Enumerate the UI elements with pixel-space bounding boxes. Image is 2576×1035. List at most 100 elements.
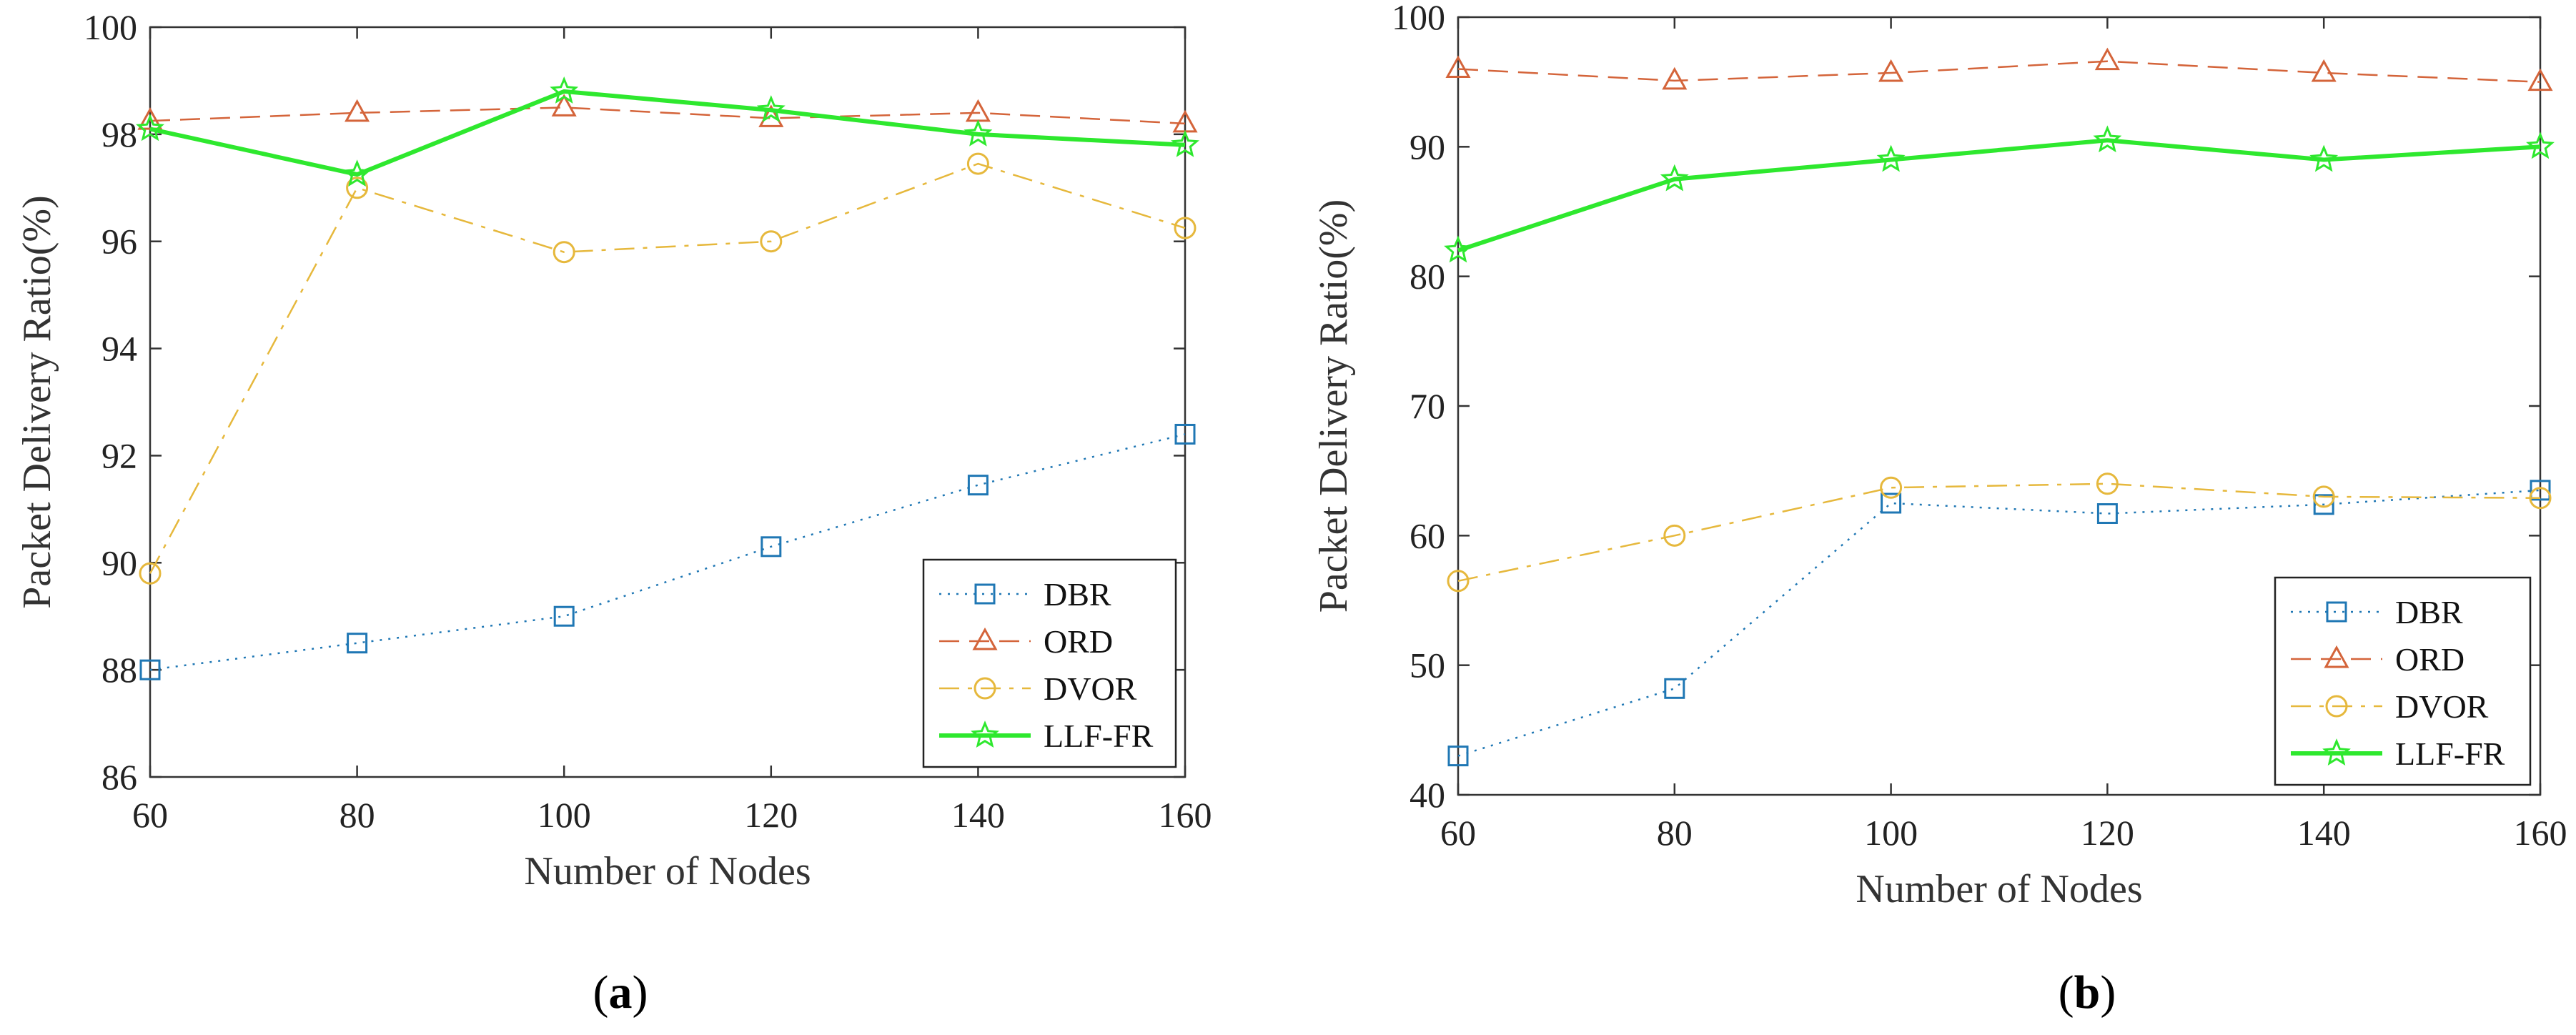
data-point-dbr (2530, 480, 2551, 501)
legend-label: ORD (1044, 623, 1113, 660)
y-tick-label: 50 (1410, 645, 1445, 685)
x-tick-label: 80 (340, 795, 375, 835)
x-tick-label: 60 (132, 795, 168, 835)
y-tick-label: 100 (1392, 0, 1445, 37)
y-axis-label: Packet Delivery Ratio(%) (15, 195, 59, 608)
figure-caption: (b) (2059, 966, 2116, 1019)
data-point-dvor (1174, 217, 1197, 239)
x-tick-label: 60 (1440, 813, 1476, 853)
y-tick-label: 90 (101, 543, 137, 583)
x-tick-label: 120 (2081, 813, 2134, 853)
series-dbr (139, 423, 1196, 680)
data-point-ord (137, 107, 163, 130)
data-point-llf-fr (2093, 125, 2122, 153)
data-point-dvor (2096, 472, 2119, 495)
legend-label: LLF-FR (1044, 718, 1154, 754)
data-point-ord (2527, 68, 2553, 91)
legend-marker-dvor (974, 677, 996, 700)
legend: DBR ORD DVOR LLF-FR (922, 558, 1177, 768)
data-point-dbr (553, 605, 575, 627)
series-line-ord (1457, 60, 2541, 83)
chart-a: 60 80 100 120 140 160 86 88 90 92 94 96 98 100 Number … (15, 7, 1212, 1019)
y-tick-label: 90 (1410, 127, 1445, 167)
data-point-dvor (2529, 487, 2552, 510)
y-tick-label: 96 (101, 222, 137, 262)
data-point-dvor (760, 230, 783, 253)
figure-caption: (a) (593, 966, 648, 1019)
data-point-ord (551, 94, 577, 117)
series-dbr (1447, 480, 2551, 767)
data-point-dbr (1881, 492, 1902, 514)
x-tick-label: 120 (744, 795, 798, 835)
legend-marker-dbr (974, 583, 996, 605)
data-point-llf-fr (136, 114, 164, 142)
data-point-dvor (139, 562, 162, 585)
series-line-dbr (1457, 489, 2541, 757)
data-point-dbr (1447, 746, 1469, 767)
data-point-llf-fr (342, 159, 372, 187)
data-point-ord (1878, 59, 1904, 82)
data-point-dvor (553, 241, 575, 264)
legend-marker-dvor (2325, 695, 2348, 718)
y-tick-label: 40 (1410, 775, 1445, 815)
x-axis-label: Number of Nodes (1856, 867, 2142, 911)
series-line-dvor (149, 162, 1186, 574)
data-point-llf-fr (1660, 164, 1689, 192)
legend-label: DVOR (2395, 688, 2489, 725)
data-point-dvor (1447, 570, 1470, 593)
series-llf-fr (136, 76, 1199, 187)
data-point-ord (1445, 55, 1471, 79)
data-point-dbr (1174, 423, 1196, 445)
legend-label: ORD (2395, 641, 2464, 678)
legend-label: LLF-FR (2395, 736, 2505, 772)
legend-marker-dbr (2326, 601, 2347, 623)
data-point-dvor (1663, 524, 1686, 547)
legend-marker-ord (2324, 645, 2349, 668)
legend: DBR ORD DVOR LLF-FR (2274, 576, 2532, 786)
data-point-dbr (2313, 494, 2334, 515)
series-line-llf-fr (149, 89, 1186, 177)
data-point-llf-fr (1444, 235, 1472, 263)
y-tick-label: 88 (101, 650, 137, 690)
data-point-ord (1662, 66, 1688, 90)
series-line-llf-fr (1457, 138, 2541, 253)
x-tick-label: 100 (1864, 813, 1918, 853)
legend-marker-llf-fr (971, 720, 999, 748)
data-point-dvor (346, 177, 369, 199)
series-dvor (139, 152, 1197, 585)
legend-label: DBR (1044, 576, 1111, 613)
series-dvor (1447, 472, 2552, 593)
legend-marker-ord (972, 627, 998, 650)
data-point-ord (345, 99, 370, 122)
x-tick-label: 100 (538, 795, 591, 835)
data-point-dbr (2096, 503, 2118, 525)
data-point-dbr (347, 633, 368, 654)
data-point-ord (2311, 59, 2337, 82)
series-llf-fr (1444, 125, 2555, 263)
data-point-llf-fr (2309, 144, 2339, 172)
data-point-llf-fr (963, 119, 993, 147)
series-line-ord (149, 107, 1186, 125)
x-axis-label: Number of Nodes (524, 849, 811, 893)
x-tick-label: 80 (1657, 813, 1693, 853)
x-tick-label: 140 (2297, 813, 2351, 853)
legend-label: DVOR (1044, 670, 1137, 707)
y-tick-label: 94 (101, 329, 137, 369)
y-tick-label: 80 (1410, 257, 1445, 297)
x-tick-label: 140 (951, 795, 1005, 835)
data-point-llf-fr (550, 76, 579, 104)
data-point-llf-fr (2526, 132, 2555, 159)
y-tick-label: 100 (84, 7, 137, 47)
legend-marker-llf-fr (2322, 738, 2351, 766)
y-tick-label: 60 (1410, 515, 1445, 555)
data-point-dvor (2312, 485, 2335, 508)
data-point-llf-fr (1171, 129, 1199, 157)
data-point-ord (2094, 47, 2120, 71)
series-line-dvor (1457, 482, 2541, 583)
data-point-dbr (1664, 678, 1685, 699)
data-point-dbr (139, 659, 161, 680)
data-point-dvor (966, 152, 989, 175)
y-tick-label: 92 (101, 435, 137, 475)
y-tick-label: 86 (101, 757, 137, 797)
data-point-dbr (761, 536, 782, 558)
